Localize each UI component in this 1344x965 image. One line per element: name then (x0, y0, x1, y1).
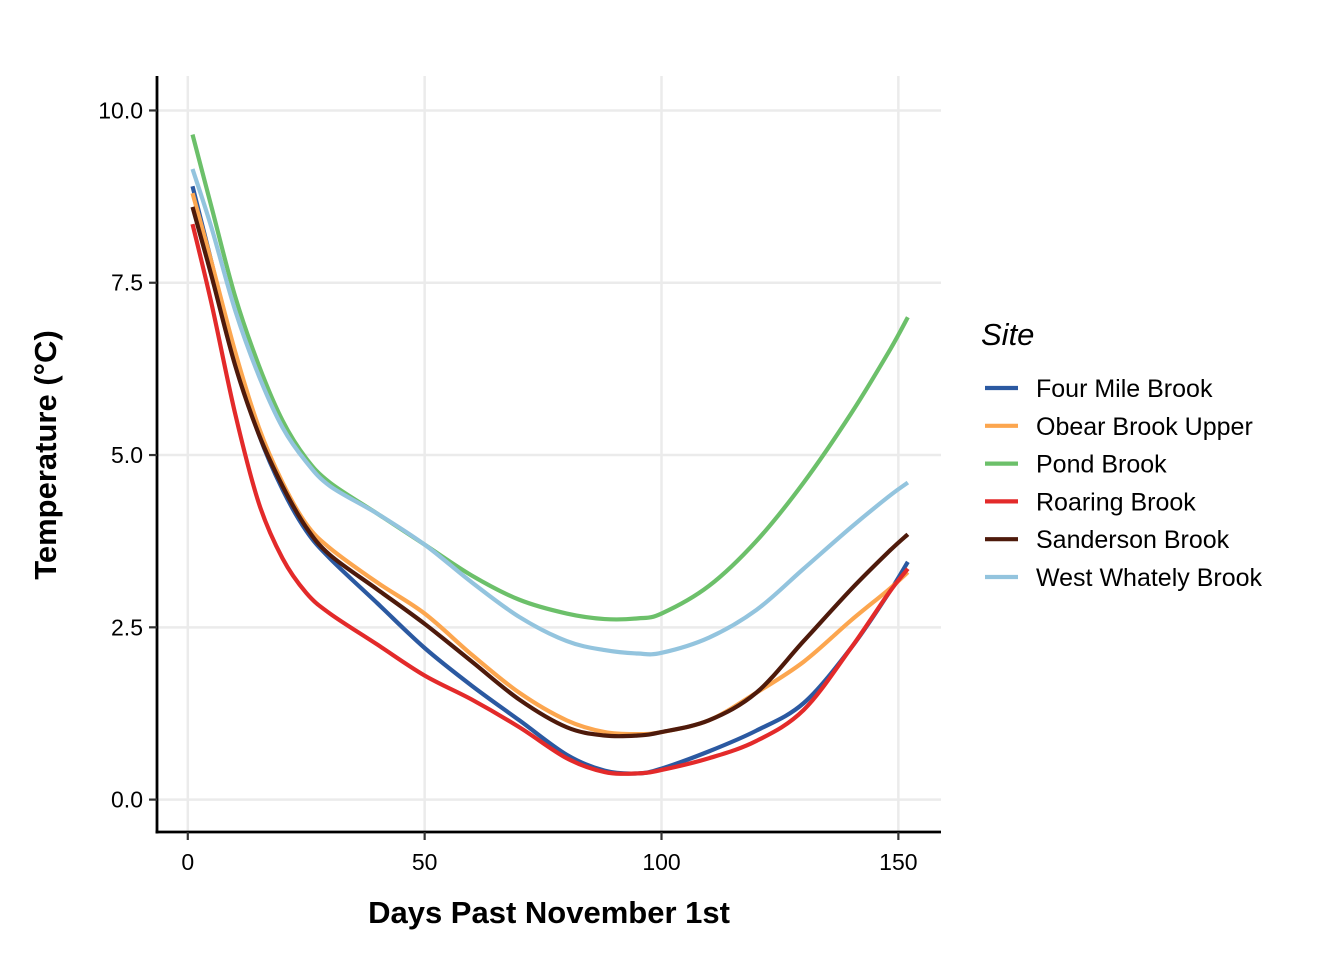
legend-label-obear-brook-upper: Obear Brook Upper (1036, 413, 1253, 441)
series-line-west-whately-brook (190, 168, 910, 657)
y-tick-label: 7.5 (111, 270, 143, 296)
legend-label-pond-brook: Pond Brook (1036, 451, 1167, 479)
series-line-four-mile-brook (190, 185, 910, 776)
legend-label-sanderson-brook: Sanderson Brook (1036, 526, 1230, 554)
tick-labels: 0 50 100 150 0.0 2.5 5.0 7.5 10.0 (98, 97, 917, 875)
legend-label-four-mile-brook: Four Mile Brook (1036, 375, 1213, 403)
legend-label-roaring-brook: Roaring Brook (1036, 488, 1196, 516)
series-line-obear-brook-upper (190, 192, 910, 737)
x-tick-label: 150 (879, 849, 917, 875)
axes (149, 76, 941, 840)
legend-items: Four Mile Brook Obear Brook Upper Pond Bro… (985, 375, 1263, 592)
grid-lines (157, 76, 941, 832)
series-line-sanderson-brook (190, 206, 910, 739)
series-line-roaring-brook (190, 223, 910, 776)
x-axis-title: Days Past November 1st (368, 895, 730, 930)
series-line-pond-brook (190, 134, 910, 622)
legend-label-west-whately-brook: West Whately Brook (1036, 564, 1263, 592)
y-tick-label: 0.0 (111, 787, 143, 813)
legend: Site Four Mile Brook Obear Brook Upper Pon… (981, 317, 1263, 592)
x-tick-label: 0 (181, 849, 194, 875)
y-axis-title: Temperature (°C) (28, 330, 63, 580)
x-tick-label: 50 (412, 849, 438, 875)
y-tick-label: 10.0 (98, 97, 143, 123)
y-tick-label: 5.0 (111, 442, 143, 468)
y-tick-label: 2.5 (111, 614, 143, 640)
legend-title: Site (981, 317, 1034, 352)
series-lines (190, 134, 910, 776)
x-tick-label: 100 (642, 849, 680, 875)
